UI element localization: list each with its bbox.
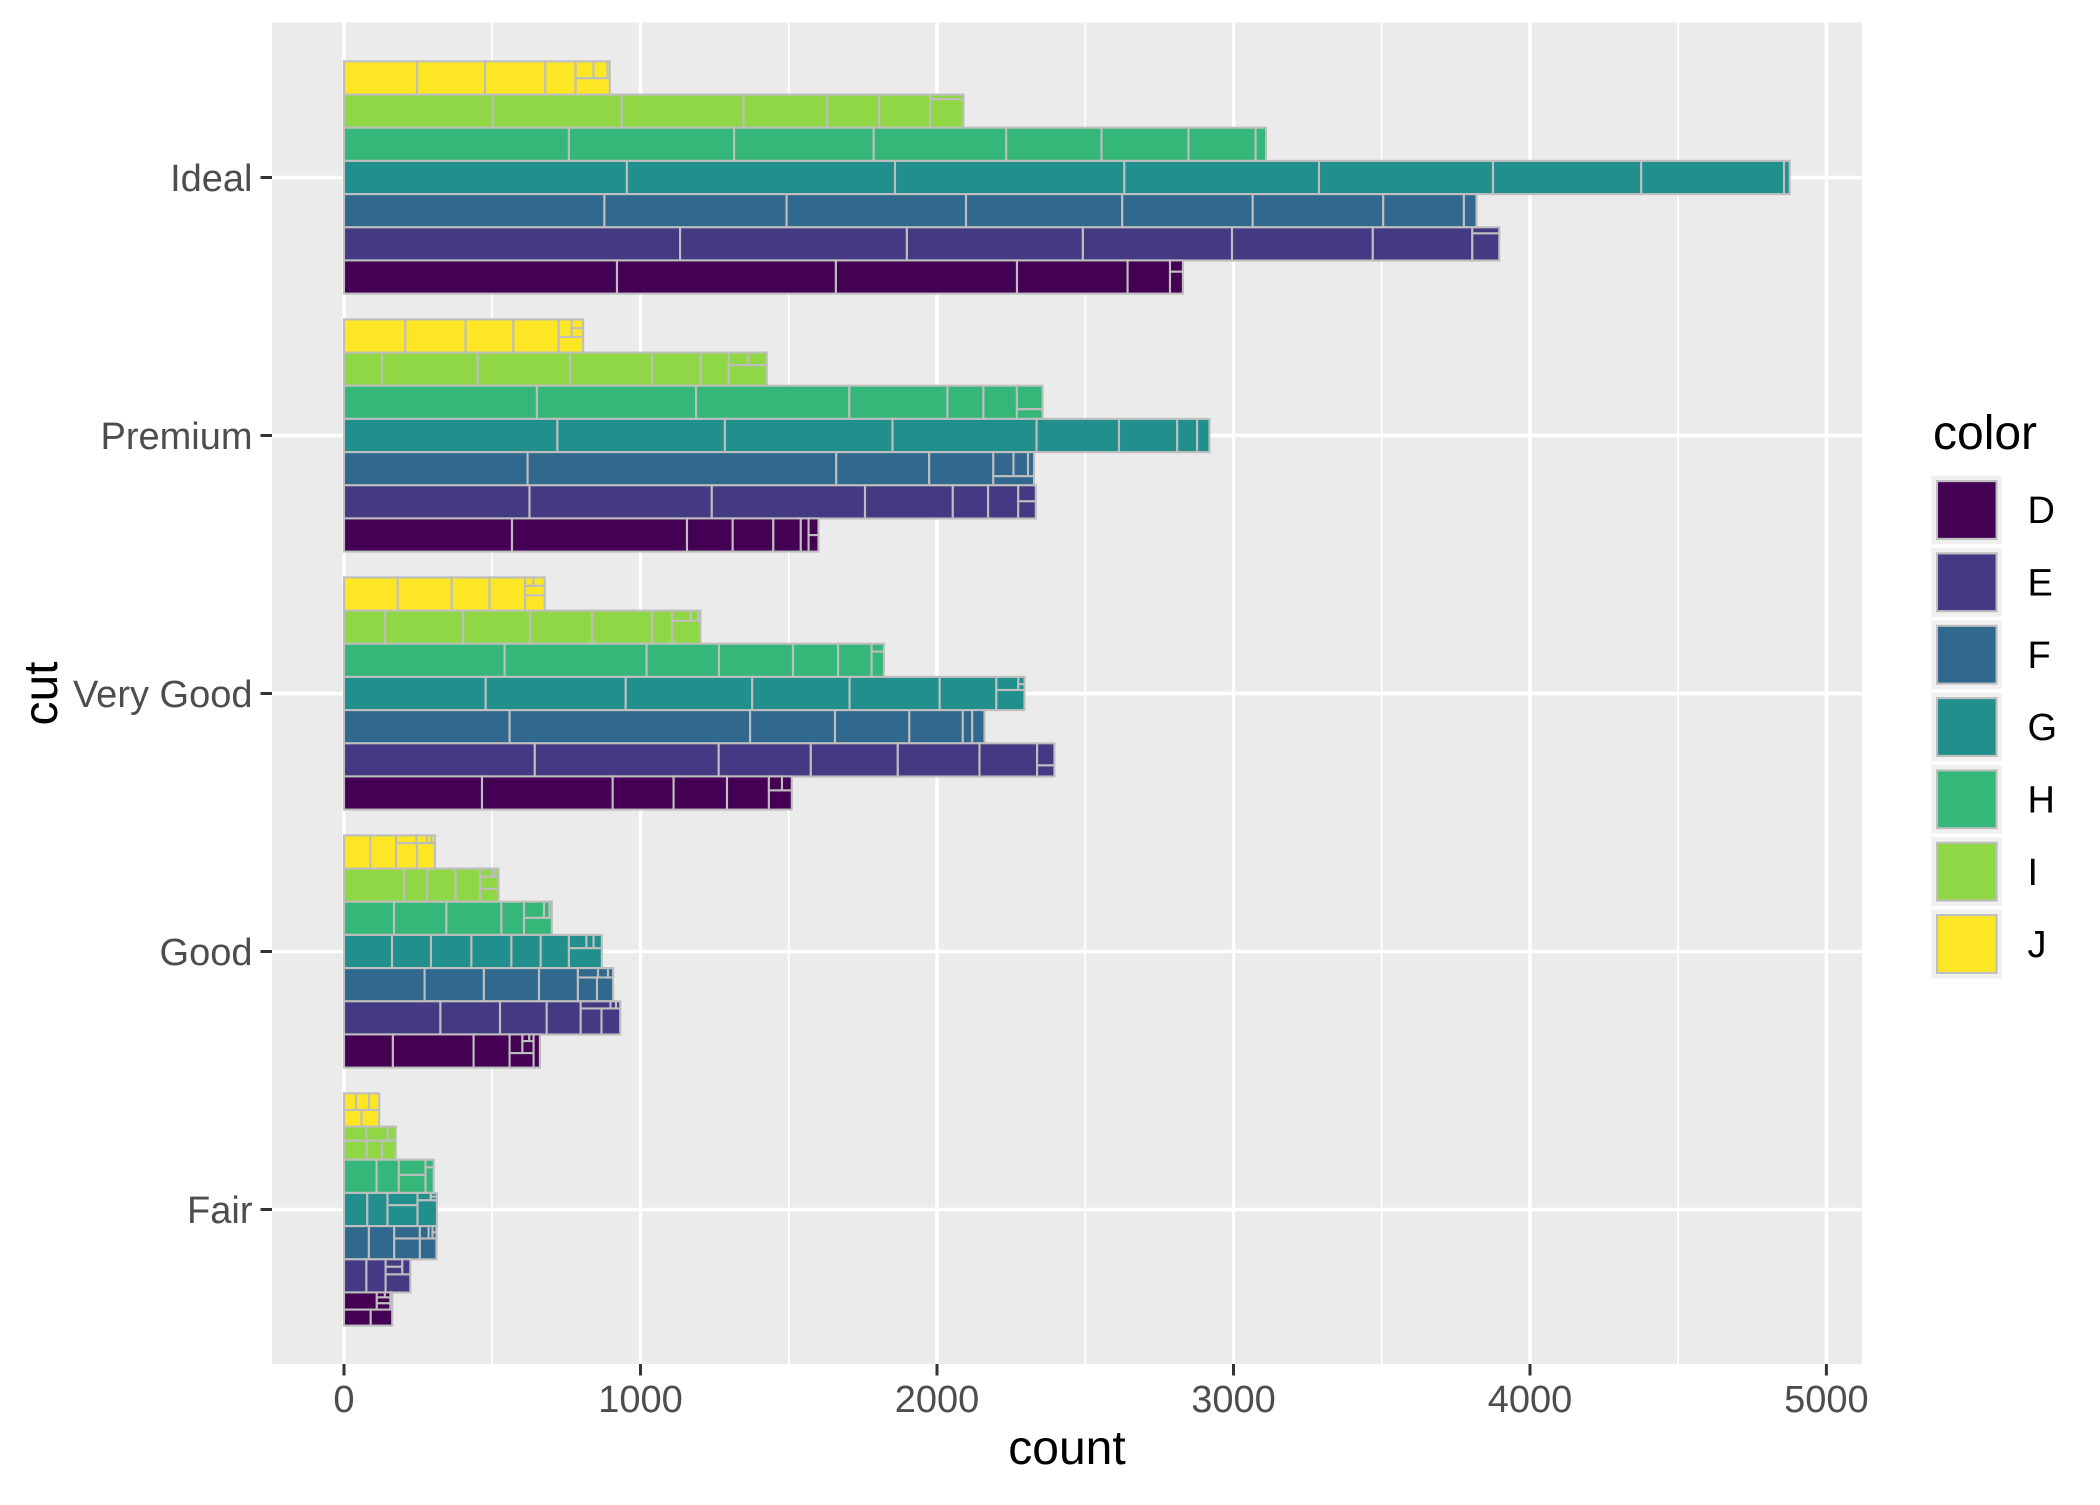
- svg-text:Very Good: Very Good: [73, 674, 253, 716]
- svg-text:I: I: [2028, 852, 2039, 894]
- svg-text:Good: Good: [160, 932, 253, 974]
- svg-text:0: 0: [333, 1379, 354, 1421]
- svg-text:color: color: [1933, 407, 2037, 460]
- svg-text:1000: 1000: [598, 1379, 683, 1421]
- svg-text:3000: 3000: [1191, 1379, 1276, 1421]
- svg-text:H: H: [2028, 779, 2055, 821]
- svg-text:J: J: [2028, 924, 2047, 966]
- svg-text:4000: 4000: [1488, 1379, 1573, 1421]
- svg-text:Premium: Premium: [100, 416, 252, 458]
- svg-text:D: D: [2028, 490, 2055, 532]
- svg-text:count: count: [1008, 1422, 1125, 1475]
- svg-text:G: G: [2028, 707, 2058, 749]
- svg-text:2000: 2000: [895, 1379, 980, 1421]
- svg-text:cut: cut: [15, 661, 68, 725]
- svg-text:F: F: [2028, 635, 2051, 677]
- svg-text:5000: 5000: [1784, 1379, 1869, 1421]
- svg-text:E: E: [2028, 562, 2053, 604]
- svg-text:Fair: Fair: [187, 1190, 253, 1232]
- svg-text:Ideal: Ideal: [170, 158, 252, 200]
